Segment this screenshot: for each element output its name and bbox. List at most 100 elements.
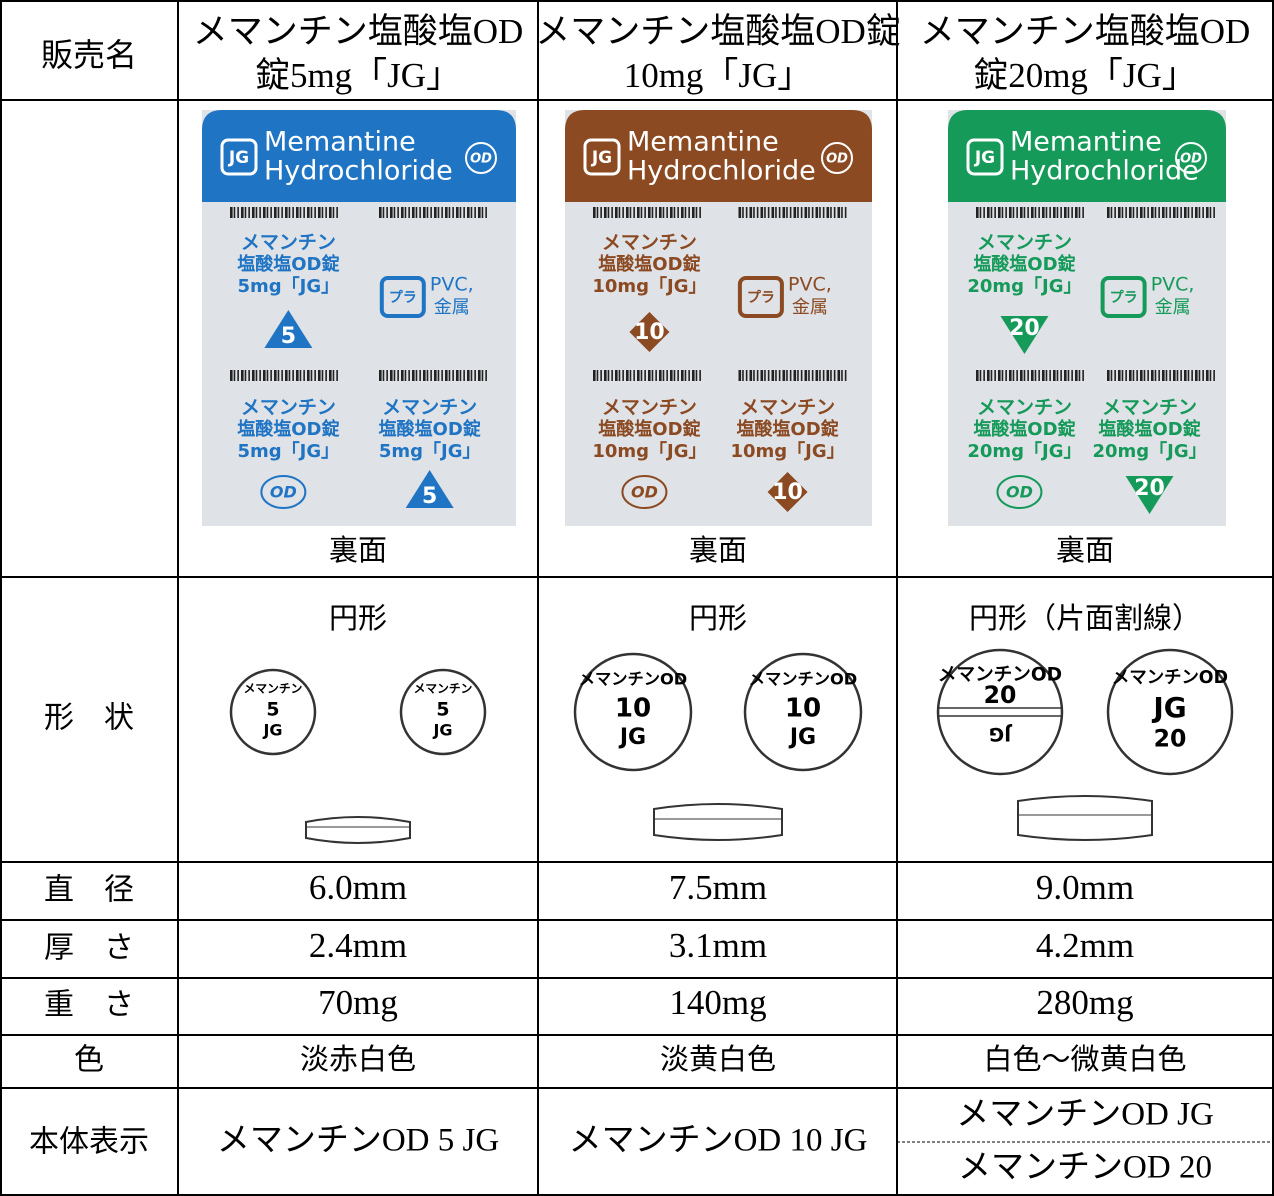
barcode-bar xyxy=(666,207,668,218)
row-label: 厚 さ xyxy=(44,931,134,966)
recycle-text: PVC, xyxy=(430,274,474,296)
barcode-bar xyxy=(976,370,979,381)
cell-value: 淡黄白色 xyxy=(660,1042,776,1076)
package-product: メマンチン xyxy=(977,232,1072,254)
imprint-text: メマンチンOD 5 JG xyxy=(217,1123,499,1159)
barcode-bar xyxy=(844,207,847,218)
package-mark-shape xyxy=(405,470,454,508)
recycle-icon xyxy=(1100,276,1147,318)
product-name: 錠5mg「JG」 xyxy=(255,56,461,95)
od-mark: OD xyxy=(1180,152,1202,167)
barcode-bar xyxy=(648,207,651,218)
barcode-bar xyxy=(749,207,753,218)
barcode-bar xyxy=(1162,207,1165,218)
barcode-bar xyxy=(811,207,814,218)
package-product: メマンチン xyxy=(241,232,336,254)
cell-value: 280mg xyxy=(1036,983,1133,1022)
barcode-bar xyxy=(379,207,382,218)
barcode-bar xyxy=(651,370,654,381)
barcode-bar xyxy=(386,370,388,381)
barcode-bar xyxy=(241,370,244,381)
barcode-bar xyxy=(1023,370,1026,381)
barcode-bar xyxy=(463,370,465,381)
barcode-bar xyxy=(1187,207,1190,218)
barcode-bar xyxy=(1184,207,1187,218)
barcode-bar xyxy=(412,207,415,218)
recycle-icon xyxy=(737,276,784,318)
shape-description: 円形（片面割線） xyxy=(969,601,1201,635)
barcode-bar xyxy=(760,370,764,381)
barcode-bar xyxy=(1180,370,1182,381)
barcode-bar xyxy=(1071,207,1073,218)
package-product: 20mg「JG」 xyxy=(1092,440,1206,462)
barcode-bar xyxy=(819,370,821,381)
package-product: メマンチン xyxy=(602,232,697,254)
barcode-bar xyxy=(629,370,632,381)
barcode-bar xyxy=(822,207,825,218)
barcode-bar xyxy=(789,370,792,381)
barcode-bar xyxy=(1107,207,1110,218)
pill-outline xyxy=(1106,648,1234,776)
package-mark-shape xyxy=(1000,316,1049,354)
barcode-bar xyxy=(404,207,407,218)
product-name: メマンチン塩酸塩OD xyxy=(193,12,524,51)
barcode-bar xyxy=(1195,207,1198,218)
package-mark-shape xyxy=(629,312,670,352)
barcode-bar xyxy=(233,370,236,381)
barcode-bar xyxy=(1129,207,1132,218)
barcode-bar xyxy=(1176,207,1179,218)
package-product: 10mg「JG」 xyxy=(592,440,706,462)
barcode-bar xyxy=(288,207,291,218)
barcode-bar xyxy=(423,207,426,218)
barcode-bar xyxy=(415,370,418,381)
barcode-bar xyxy=(797,370,799,381)
barcode-bar xyxy=(688,370,690,381)
shape-description: 円形 xyxy=(689,601,747,635)
barcode-bar xyxy=(241,207,244,218)
barcode-bar xyxy=(983,207,985,218)
barcode-bar xyxy=(1180,207,1182,218)
barcode-bar xyxy=(782,370,786,381)
barcode-bar xyxy=(485,207,487,218)
package-mark-shape xyxy=(1125,476,1174,514)
barcode-bar xyxy=(786,370,788,381)
logo-box xyxy=(220,138,258,176)
barcode-bar xyxy=(1151,370,1154,381)
barcode-bar xyxy=(673,370,676,381)
cell-value: 淡赤白色 xyxy=(300,1042,416,1076)
barcode-bar xyxy=(318,370,321,381)
barcode-bar xyxy=(804,370,808,381)
barcode-bar xyxy=(648,370,651,381)
barcode-bar xyxy=(651,207,654,218)
barcode-bar xyxy=(1213,370,1215,381)
barcode-bar xyxy=(441,370,443,381)
package-caption: 裏面 xyxy=(1056,533,1114,567)
barcode-bar xyxy=(1012,370,1015,381)
barcode-bar xyxy=(1064,370,1067,381)
barcode-bar xyxy=(659,370,662,381)
barcode-bar xyxy=(1140,370,1143,381)
barcode-bar xyxy=(299,207,302,218)
barcode-bar xyxy=(321,207,324,218)
recycle-text: プラ xyxy=(747,290,775,306)
package-mark-shape xyxy=(264,310,313,348)
barcode-bar xyxy=(738,370,742,381)
barcode-bar xyxy=(470,207,473,218)
barcode-bar xyxy=(998,207,1001,218)
barcode-bar xyxy=(633,370,635,381)
barcode-bar xyxy=(470,370,473,381)
package-product: 塩酸塩OD錠 xyxy=(973,253,1075,275)
package-product: 20mg「JG」 xyxy=(967,275,1081,297)
barcode-bar xyxy=(1049,207,1051,218)
barcode-bar xyxy=(430,370,432,381)
barcode-bar xyxy=(775,207,777,218)
barcode-bar xyxy=(662,370,665,381)
barcode-bar xyxy=(412,370,415,381)
barcode-bar xyxy=(307,370,310,381)
barcode-bar xyxy=(1005,370,1007,381)
package-product: 5mg「JG」 xyxy=(379,440,481,462)
barcode-bar xyxy=(837,370,841,381)
barcode-bar xyxy=(310,207,313,218)
barcode-bar xyxy=(695,207,698,218)
barcode-bar xyxy=(600,207,602,218)
